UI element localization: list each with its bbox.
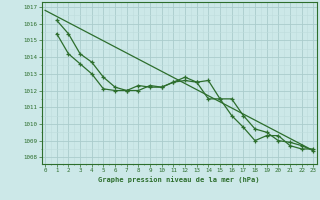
- X-axis label: Graphe pression niveau de la mer (hPa): Graphe pression niveau de la mer (hPa): [99, 176, 260, 183]
